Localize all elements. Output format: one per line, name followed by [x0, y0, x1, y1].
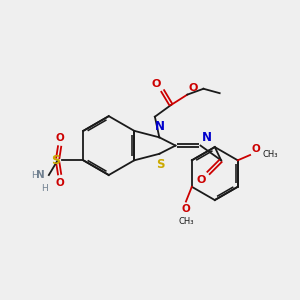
Text: O: O: [55, 133, 64, 142]
Text: S: S: [52, 154, 61, 167]
Text: O: O: [188, 83, 198, 94]
Text: N: N: [36, 170, 44, 180]
Text: O: O: [152, 79, 161, 89]
Text: CH₃: CH₃: [262, 150, 278, 159]
Text: N: N: [155, 120, 165, 133]
Text: N: N: [202, 131, 212, 144]
Text: H: H: [41, 184, 48, 193]
Text: H: H: [32, 170, 38, 179]
Text: O: O: [55, 178, 64, 188]
Text: CH₃: CH₃: [178, 217, 194, 226]
Text: O: O: [196, 175, 206, 185]
Text: O: O: [251, 144, 260, 154]
Text: S: S: [156, 158, 164, 171]
Text: O: O: [182, 205, 190, 214]
